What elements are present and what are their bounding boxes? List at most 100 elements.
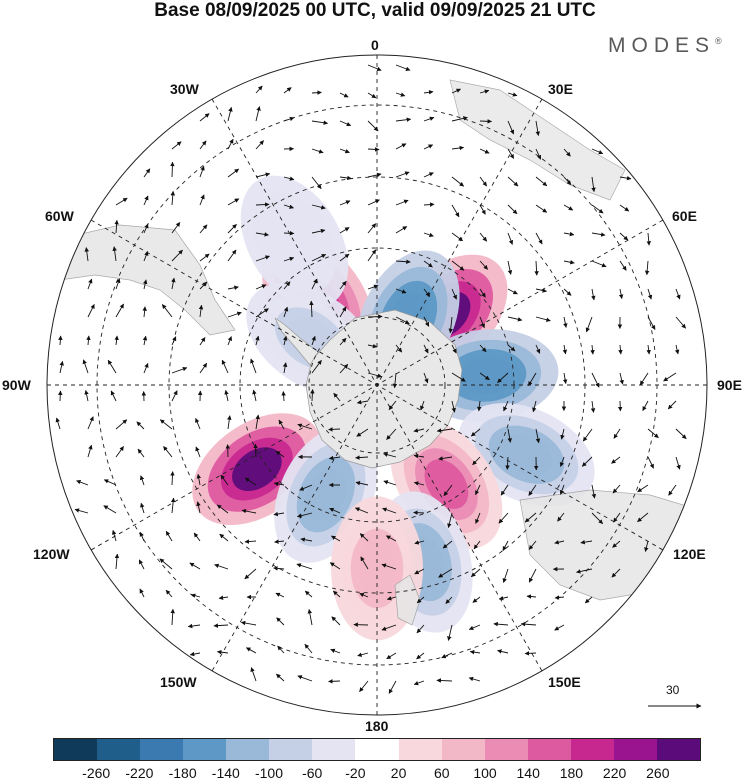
wind-vector bbox=[590, 344, 595, 355]
wind-vector bbox=[199, 224, 208, 234]
wind-vector bbox=[142, 306, 147, 318]
wind-vector bbox=[413, 510, 425, 515]
wind-vector bbox=[221, 359, 229, 374]
wind-vector bbox=[451, 344, 457, 354]
colorbar-tick-label: 100 bbox=[473, 765, 497, 781]
wind-vector bbox=[82, 359, 89, 374]
wind-vector bbox=[87, 444, 93, 458]
wind-vector bbox=[475, 512, 481, 524]
wind-vector bbox=[423, 372, 429, 384]
wind-vector bbox=[554, 540, 565, 545]
wind-vector bbox=[502, 540, 509, 551]
wind-vector bbox=[479, 232, 488, 242]
wind-vector bbox=[339, 148, 350, 154]
wind-vector bbox=[507, 176, 519, 187]
wind-vector bbox=[383, 480, 397, 486]
wind-vector bbox=[591, 204, 604, 214]
wind-vector bbox=[386, 428, 397, 440]
wind-vector bbox=[493, 621, 509, 627]
wind-vector bbox=[199, 281, 208, 290]
wind-vector bbox=[311, 278, 318, 290]
wind-vector bbox=[339, 306, 347, 318]
wind-vector bbox=[535, 204, 548, 213]
wind-vector bbox=[307, 608, 313, 626]
wind-vector bbox=[395, 143, 407, 150]
wind-vector bbox=[498, 595, 509, 601]
wind-vector bbox=[451, 145, 465, 151]
wind-vector bbox=[227, 106, 233, 122]
wind-vector bbox=[534, 260, 539, 276]
wind-vector bbox=[469, 649, 481, 655]
anomaly-contour bbox=[232, 447, 282, 492]
wind-vector bbox=[255, 255, 270, 262]
wind-vector bbox=[668, 484, 677, 496]
latitude-circle bbox=[308, 316, 446, 454]
wind-vector bbox=[562, 372, 568, 384]
wind-vector bbox=[619, 175, 632, 181]
wind-vector bbox=[189, 651, 201, 657]
wind-vector bbox=[524, 512, 537, 523]
wind-vector bbox=[360, 556, 369, 570]
wind-vector bbox=[585, 316, 593, 333]
wind-vector bbox=[331, 535, 341, 542]
wind-vector bbox=[218, 595, 229, 600]
wind-vector bbox=[395, 226, 408, 234]
meridian-label-150e: 150E bbox=[548, 674, 581, 690]
wind-vector bbox=[385, 535, 397, 542]
colorbar-bin bbox=[97, 739, 141, 760]
wind-vector bbox=[477, 400, 482, 412]
wind-vector bbox=[278, 419, 285, 430]
wind-vector bbox=[395, 344, 403, 353]
wind-vector bbox=[505, 456, 510, 470]
wind-vector bbox=[311, 254, 327, 262]
wind-vector bbox=[675, 288, 681, 300]
wind-vector bbox=[171, 336, 177, 346]
meridian-label-120e: 120E bbox=[673, 546, 706, 562]
wind-vector bbox=[74, 508, 89, 514]
wind-vector bbox=[563, 231, 575, 237]
wind-vector bbox=[535, 232, 543, 245]
wind-vector bbox=[359, 680, 369, 692]
wind-vector bbox=[339, 200, 351, 206]
wind-vector bbox=[332, 590, 341, 598]
wind-vector bbox=[386, 596, 397, 601]
wind-vector bbox=[388, 680, 397, 694]
wind-vector bbox=[355, 455, 369, 460]
colorbar-tick-label: 220 bbox=[602, 765, 627, 781]
anomaly-contour bbox=[500, 434, 553, 476]
wind-vector bbox=[559, 484, 565, 495]
wind-vector bbox=[500, 484, 509, 496]
wind-vector bbox=[438, 568, 453, 578]
wind-vector bbox=[137, 448, 145, 458]
wind-vector bbox=[304, 643, 313, 654]
wind-vector bbox=[199, 165, 205, 178]
wind-vector bbox=[255, 202, 270, 207]
wind-vector bbox=[507, 288, 518, 295]
wind-vector bbox=[580, 539, 593, 545]
wind-vector bbox=[244, 568, 257, 580]
wind-vector bbox=[423, 144, 434, 150]
wind-vector bbox=[443, 484, 453, 497]
wind-vector bbox=[165, 530, 173, 542]
brand-name: MODES bbox=[608, 34, 716, 57]
wind-vector bbox=[245, 647, 257, 654]
wind-vector bbox=[526, 594, 537, 599]
wind-vector bbox=[297, 675, 313, 682]
wind-vector bbox=[143, 168, 151, 178]
wind-vector bbox=[532, 400, 537, 413]
wind-vector bbox=[451, 204, 460, 218]
wind-vector bbox=[227, 168, 240, 178]
wind-vector bbox=[114, 335, 119, 346]
wind-vector bbox=[675, 428, 687, 439]
colorbar-tick-label: 260 bbox=[646, 765, 670, 781]
wind-vector bbox=[448, 316, 453, 334]
wind-vector bbox=[436, 428, 453, 433]
meridian-label-150w: 150W bbox=[160, 674, 197, 690]
wind-vector bbox=[479, 372, 490, 381]
wind-vector bbox=[611, 568, 621, 578]
wind-vector bbox=[355, 480, 369, 486]
wind-vector bbox=[339, 227, 350, 234]
wind-vector bbox=[367, 223, 377, 234]
wind-vector bbox=[213, 623, 229, 628]
colorbar-bin bbox=[398, 739, 442, 760]
